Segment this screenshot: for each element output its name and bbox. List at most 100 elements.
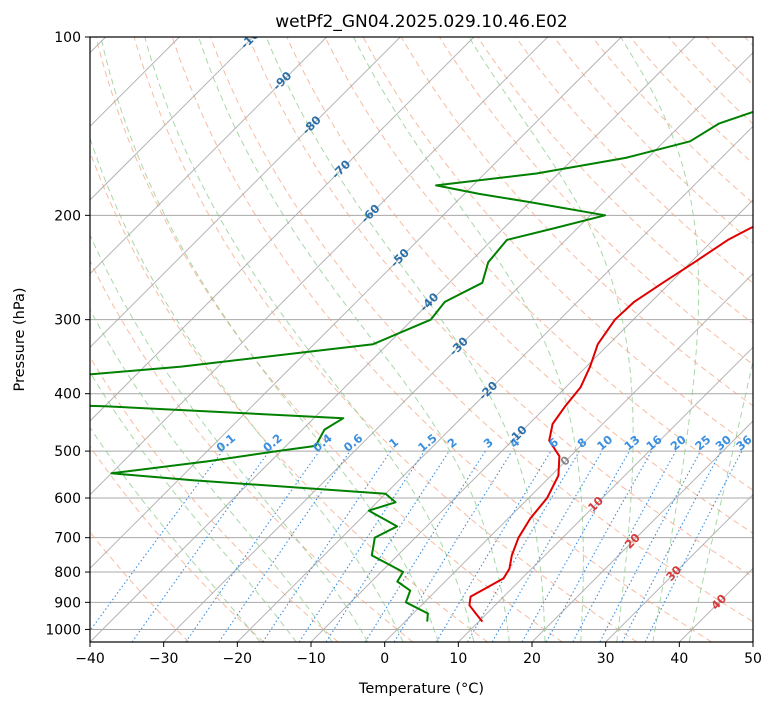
- moist-adiabat: [265, 37, 546, 642]
- mixing-ratio-line: [262, 450, 392, 642]
- moist-adiabat: [100, 37, 439, 642]
- mixing-ratio-line: [644, 450, 743, 642]
- mixing-ratio-line: [393, 450, 513, 642]
- plot-frame: [89, 36, 754, 643]
- mixing-ratio-line: [364, 450, 486, 642]
- y-tick-label: 800: [54, 565, 81, 581]
- isotherm-label: -80: [299, 113, 324, 138]
- x-tick-label: 30: [597, 651, 615, 667]
- dry-adiabat: [400, 37, 753, 407]
- y-tick-label: 600: [54, 491, 81, 507]
- y-tick-label: 400: [54, 387, 81, 403]
- moist-adiabat: [90, 136, 404, 642]
- isotherm-line: [90, 37, 622, 570]
- isotherm-line: [90, 37, 328, 275]
- y-tick-label: 1000: [45, 622, 81, 638]
- dewpoint-profile: [90, 110, 753, 622]
- isotherm-line: [90, 37, 696, 642]
- isotherm-line: [678, 567, 753, 642]
- mixing-ratio-label: 36: [733, 432, 754, 453]
- mixing-ratio-line: [90, 450, 223, 632]
- mixing-ratio-label: 2: [445, 435, 460, 451]
- isotherm-line: [236, 125, 753, 642]
- isotherm-label: -50: [387, 246, 412, 271]
- chart-title: wetPf2_GN04.2025.029.10.46.E02: [275, 12, 567, 32]
- mixing-ratio-line: [298, 450, 425, 642]
- moist-adiabat: [90, 233, 369, 642]
- isotherm-label: -90: [270, 69, 295, 94]
- isotherm-line: [384, 272, 753, 642]
- mixing-ratio-line: [435, 450, 552, 642]
- y-tick-label: 900: [54, 595, 81, 611]
- moist-adiabat: [90, 426, 261, 642]
- dry-adiabat: [706, 37, 753, 86]
- moist-adiabat: [144, 37, 475, 642]
- moist-adiabat: [620, 37, 700, 642]
- dry-adiabat: [515, 37, 753, 284]
- dry-adiabat: [248, 37, 753, 578]
- dry-adiabat: [744, 37, 753, 47]
- moist-adiabat: [688, 358, 753, 642]
- dry-adiabat: [90, 356, 339, 642]
- y-tick-label: 200: [54, 208, 81, 224]
- mixing-ratio-label: 6: [546, 435, 561, 451]
- isotherm-line: [457, 346, 753, 642]
- y-tick-label: 300: [54, 313, 81, 329]
- x-tick-label: 10: [449, 651, 467, 667]
- mixing-ratio-line: [185, 450, 320, 642]
- dry-adiabat: [210, 37, 753, 623]
- mixing-ratio-label: 3: [481, 435, 496, 451]
- x-tick-label: −30: [149, 651, 179, 667]
- dry-adiabat: [553, 37, 753, 244]
- y-tick-label: 700: [54, 531, 81, 547]
- mixing-ratio-line: [572, 450, 677, 642]
- mixing-ratio-label: 8: [574, 435, 589, 451]
- dry-adiabat: [90, 259, 414, 642]
- isotherm-line: [90, 37, 549, 496]
- dry-adiabat: [133, 37, 638, 642]
- dry-adiabat: [90, 531, 190, 642]
- dry-adiabat: [171, 37, 712, 642]
- x-tick-label: 0: [380, 651, 389, 667]
- dry-adiabat: [477, 37, 753, 325]
- mixing-ratio-line: [545, 450, 653, 642]
- mixing-ratio-line: [131, 450, 270, 642]
- moist-adiabat: [90, 371, 297, 642]
- mixing-ratio-label: 16: [643, 432, 664, 453]
- mixing-ratio-label: 25: [692, 432, 713, 453]
- y-axis-title: Pressure (hPa): [12, 287, 28, 391]
- dry-adiabat: [90, 150, 488, 642]
- x-tick-label: 20: [523, 651, 541, 667]
- y-tick-label: 100: [54, 30, 81, 46]
- isotherm-line: [90, 37, 401, 349]
- reference-lines: [90, 37, 753, 642]
- x-tick-label: −40: [75, 651, 105, 667]
- mixing-ratio-label: 10: [594, 432, 615, 453]
- x-axis-title: Temperature (°C): [358, 681, 484, 697]
- isotherm-line: [163, 51, 753, 642]
- x-tick-label: 40: [670, 651, 688, 667]
- mixing-ratio-line: [325, 450, 450, 642]
- dry-adiabat: [90, 445, 264, 642]
- dry-adiabat: [591, 37, 753, 204]
- dry-adiabat: [629, 37, 753, 165]
- x-tick-label: 50: [744, 651, 762, 667]
- axis-ticks: −40 −30 −20 −10 0 10 20 30 40 50 100 200 300 400 500 60…: [45, 30, 762, 667]
- sounding-lines: [90, 110, 753, 623]
- moist-adiabat: [90, 308, 333, 642]
- isotherm-line: [90, 37, 254, 201]
- mixing-ratio-line: [599, 450, 701, 642]
- mixing-ratio-label: 30: [713, 432, 734, 453]
- isotherm-line: [90, 37, 475, 422]
- mixing-ratio-label: 1: [386, 435, 401, 451]
- mixing-ratio-line: [218, 450, 351, 642]
- dry-adiabat: [324, 37, 753, 491]
- mixing-ratio-label: 13: [621, 432, 642, 453]
- moist-adiabat: [353, 37, 584, 642]
- moist-adiabat: [198, 37, 510, 642]
- isotherm-line: [752, 641, 753, 642]
- y-tick-label: 500: [54, 444, 81, 460]
- temperature-profile: [468, 225, 753, 623]
- moist-adiabat: [468, 37, 634, 642]
